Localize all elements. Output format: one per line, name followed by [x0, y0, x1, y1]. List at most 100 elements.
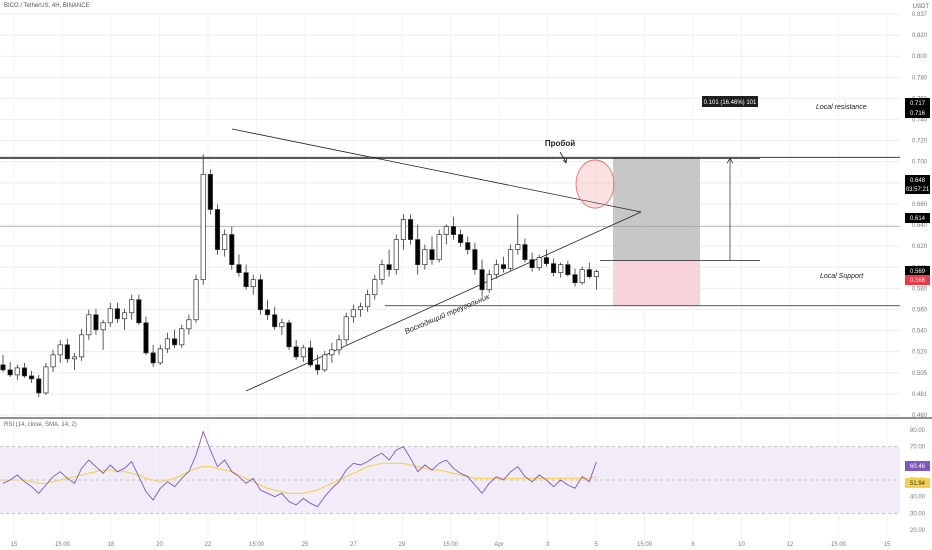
candle-body [315, 364, 321, 371]
candle-body [422, 249, 428, 265]
candle [193, 274, 199, 323]
candle-body [129, 299, 135, 314]
candle [343, 312, 349, 345]
rsi-tick-label: 80.00 [910, 428, 926, 434]
candle-body [143, 322, 149, 354]
candle-body [472, 249, 478, 270]
candle-body [50, 354, 56, 368]
candle [515, 214, 521, 255]
candle [243, 264, 249, 290]
price-tag-countdown-bg [905, 184, 930, 194]
symbol-header: BICO / TetherUS, 4H, BINANCE [4, 3, 90, 9]
y-tick-label: 0.580 [912, 286, 928, 292]
candle [350, 304, 356, 323]
candle-body [322, 354, 328, 371]
candle-body [458, 234, 464, 243]
candle [315, 354, 321, 375]
candle-body [550, 263, 557, 273]
candle-body [329, 349, 335, 356]
candle [429, 236, 435, 265]
candle-body [200, 174, 206, 281]
candle-body [393, 239, 399, 270]
candle [71, 352, 78, 370]
candle-body [86, 314, 92, 336]
candle [265, 299, 271, 320]
candle [357, 302, 364, 317]
candle [372, 274, 378, 300]
candle-body [536, 257, 542, 268]
candle [179, 324, 185, 348]
y-tick-label: 0.505 [912, 371, 928, 377]
x-tick-label: 15:00 [443, 542, 459, 548]
y-tick-label: 0.460 [912, 413, 928, 419]
candle [43, 362, 49, 395]
y-tick-label: 0.800 [912, 54, 928, 60]
price-tag-717: 0.717 [910, 101, 926, 107]
candle-body [114, 308, 120, 320]
candle [64, 338, 70, 363]
candle-body [250, 279, 256, 288]
candle [164, 332, 171, 353]
candle-body [214, 209, 221, 250]
candle-body [350, 309, 356, 318]
x-tick-label: 15:00 [637, 542, 653, 548]
candle-body [29, 375, 35, 380]
candle [436, 229, 442, 263]
candle-body [379, 264, 385, 281]
candle [14, 364, 20, 380]
x-tick-label: 10 [738, 542, 745, 548]
candle-body [565, 264, 571, 275]
candle-body [479, 269, 485, 291]
candle [365, 289, 371, 312]
candle [186, 314, 192, 335]
candle [536, 254, 542, 271]
candle [150, 344, 156, 367]
rsi-tick-label: 20.00 [910, 528, 926, 534]
candle-body [386, 264, 392, 270]
candle [57, 339, 63, 363]
candle [143, 316, 149, 355]
candle-body [272, 314, 278, 328]
x-tick-label: 15:00 [249, 542, 265, 548]
candle [93, 308, 99, 335]
y-tick-label: 0.740 [912, 118, 928, 124]
x-tick-label: Apr [494, 542, 503, 548]
candle [7, 361, 13, 377]
candle-body [243, 272, 249, 288]
candle [300, 344, 306, 362]
candle-body [43, 366, 49, 394]
y-tick-label: 0.720 [912, 139, 928, 145]
candle [307, 340, 314, 367]
candle-body [529, 259, 535, 268]
candle-body [79, 334, 85, 358]
candle [522, 238, 528, 263]
candle-body [436, 234, 442, 260]
candle-body [415, 239, 421, 265]
price-tag-614-bg [905, 213, 930, 223]
candle-body [21, 367, 28, 377]
candle [508, 244, 514, 271]
candle-body [193, 279, 199, 321]
candle [0, 354, 6, 372]
candle [329, 342, 335, 363]
candle [565, 260, 571, 277]
candle-body [229, 234, 235, 265]
y-tick-label: 0.520 [912, 350, 928, 356]
rsi-tick-label: 70.00 [910, 445, 926, 451]
candle [572, 268, 578, 287]
y-tick-label: 0.560 [912, 307, 928, 313]
y-tick-label: 0.700 [912, 160, 928, 166]
price-tag-569: 0.569 [910, 269, 926, 275]
candle-body [307, 347, 314, 366]
candle-body [558, 264, 564, 273]
candle [336, 334, 342, 355]
candle-body [408, 219, 414, 240]
candle [250, 274, 256, 295]
price-tag-current: 0.648 [910, 178, 926, 184]
candle-body [429, 249, 435, 260]
x-tick-label: 20 [156, 542, 163, 548]
candle [386, 249, 392, 277]
candle [586, 262, 592, 279]
